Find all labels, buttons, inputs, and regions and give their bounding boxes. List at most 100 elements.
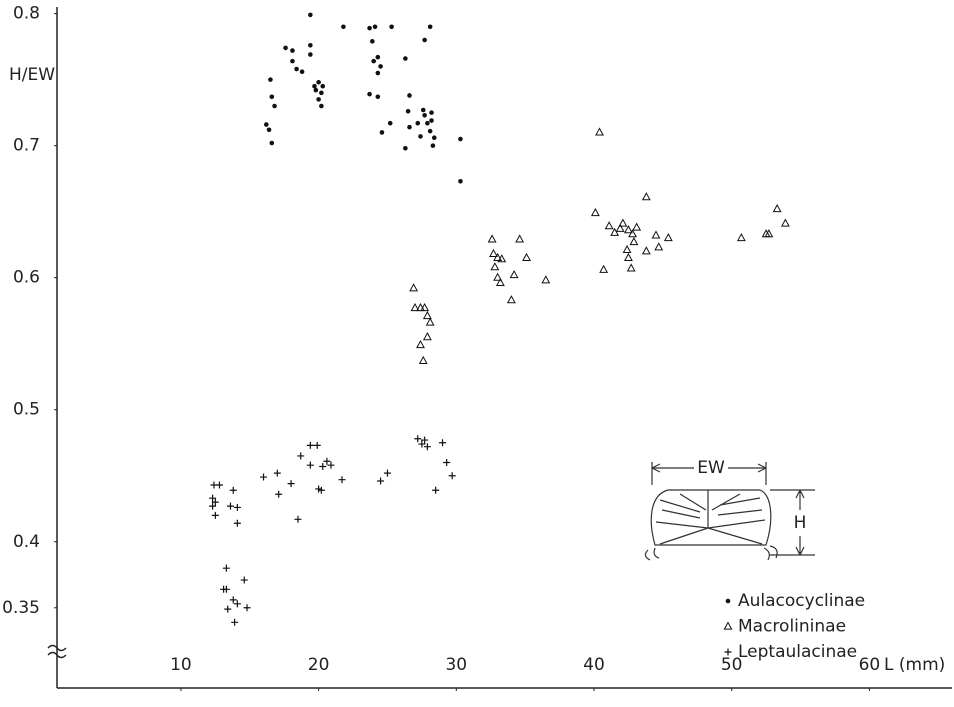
point (422, 310, 432, 320)
point (275, 490, 283, 498)
point (290, 48, 295, 53)
point (323, 457, 331, 465)
legend-marker (725, 598, 731, 604)
point (319, 462, 327, 470)
point (410, 303, 420, 312)
point (632, 222, 642, 231)
legend-marker (723, 621, 733, 630)
point (629, 236, 639, 246)
point (403, 145, 408, 151)
point (308, 52, 313, 57)
point (341, 24, 346, 30)
point (319, 103, 324, 109)
point (431, 135, 437, 141)
point (294, 66, 299, 72)
x-tick-label: 60 (859, 655, 881, 675)
point (421, 436, 429, 444)
point (297, 452, 305, 460)
point (432, 486, 440, 494)
point (231, 618, 239, 626)
y-tick-label: 0.5 (13, 400, 40, 420)
point (458, 136, 463, 142)
point (780, 218, 790, 227)
x-tick-label: 50 (721, 655, 743, 675)
point (610, 227, 620, 236)
point (378, 64, 383, 69)
point (240, 576, 248, 584)
point (320, 83, 326, 89)
point (377, 477, 385, 485)
point (233, 503, 241, 511)
point (416, 339, 425, 349)
point (375, 54, 381, 60)
point (319, 90, 324, 96)
point (375, 70, 381, 76)
point (407, 124, 412, 130)
point (327, 461, 335, 469)
point (283, 45, 288, 51)
point (209, 502, 217, 510)
y-tick-label: 0.8 (13, 4, 40, 24)
point (497, 254, 507, 263)
x-tick-label: 10 (170, 655, 192, 675)
point (316, 97, 321, 102)
axis-break (47, 644, 67, 659)
point (222, 585, 230, 593)
x-axis-label: L (mm) (884, 655, 945, 675)
point (623, 252, 633, 261)
point (312, 83, 317, 89)
point (372, 24, 378, 30)
legend-label: Aulacocyclinae (738, 591, 865, 611)
point (509, 269, 519, 279)
point (316, 79, 321, 85)
y-tick-label: 0.4 (13, 532, 40, 552)
point (379, 130, 385, 135)
point (375, 94, 381, 100)
point (628, 229, 637, 238)
point (541, 275, 551, 284)
point (287, 480, 295, 488)
point (493, 252, 503, 261)
point (306, 441, 314, 449)
point (294, 515, 302, 523)
point (317, 486, 325, 494)
point (590, 207, 600, 217)
point (229, 596, 237, 604)
point (243, 604, 251, 612)
point (429, 118, 434, 123)
point (211, 498, 219, 506)
point (313, 87, 319, 93)
point (407, 93, 412, 98)
point (215, 481, 223, 489)
point (209, 494, 217, 502)
point (654, 242, 664, 251)
point (273, 469, 281, 477)
point (370, 39, 375, 44)
point (522, 252, 531, 261)
point (623, 225, 633, 234)
point (599, 264, 609, 273)
point (290, 58, 295, 64)
point (299, 69, 305, 74)
point (383, 469, 391, 477)
point (233, 519, 241, 527)
point (418, 134, 423, 139)
point (515, 234, 525, 243)
point (409, 283, 419, 292)
point (423, 443, 431, 451)
y-tick-label: 0.35 (2, 598, 40, 618)
point (604, 221, 614, 230)
point (425, 120, 430, 126)
point (306, 461, 314, 469)
point (233, 600, 241, 608)
point (487, 234, 497, 243)
point (622, 244, 632, 254)
legend-marker (724, 648, 732, 656)
x-tick-label: 40 (583, 655, 605, 675)
point (268, 77, 273, 82)
legend-label: Leptaulacinae (738, 642, 857, 662)
point (422, 332, 432, 341)
point (772, 203, 782, 213)
point (367, 91, 372, 97)
